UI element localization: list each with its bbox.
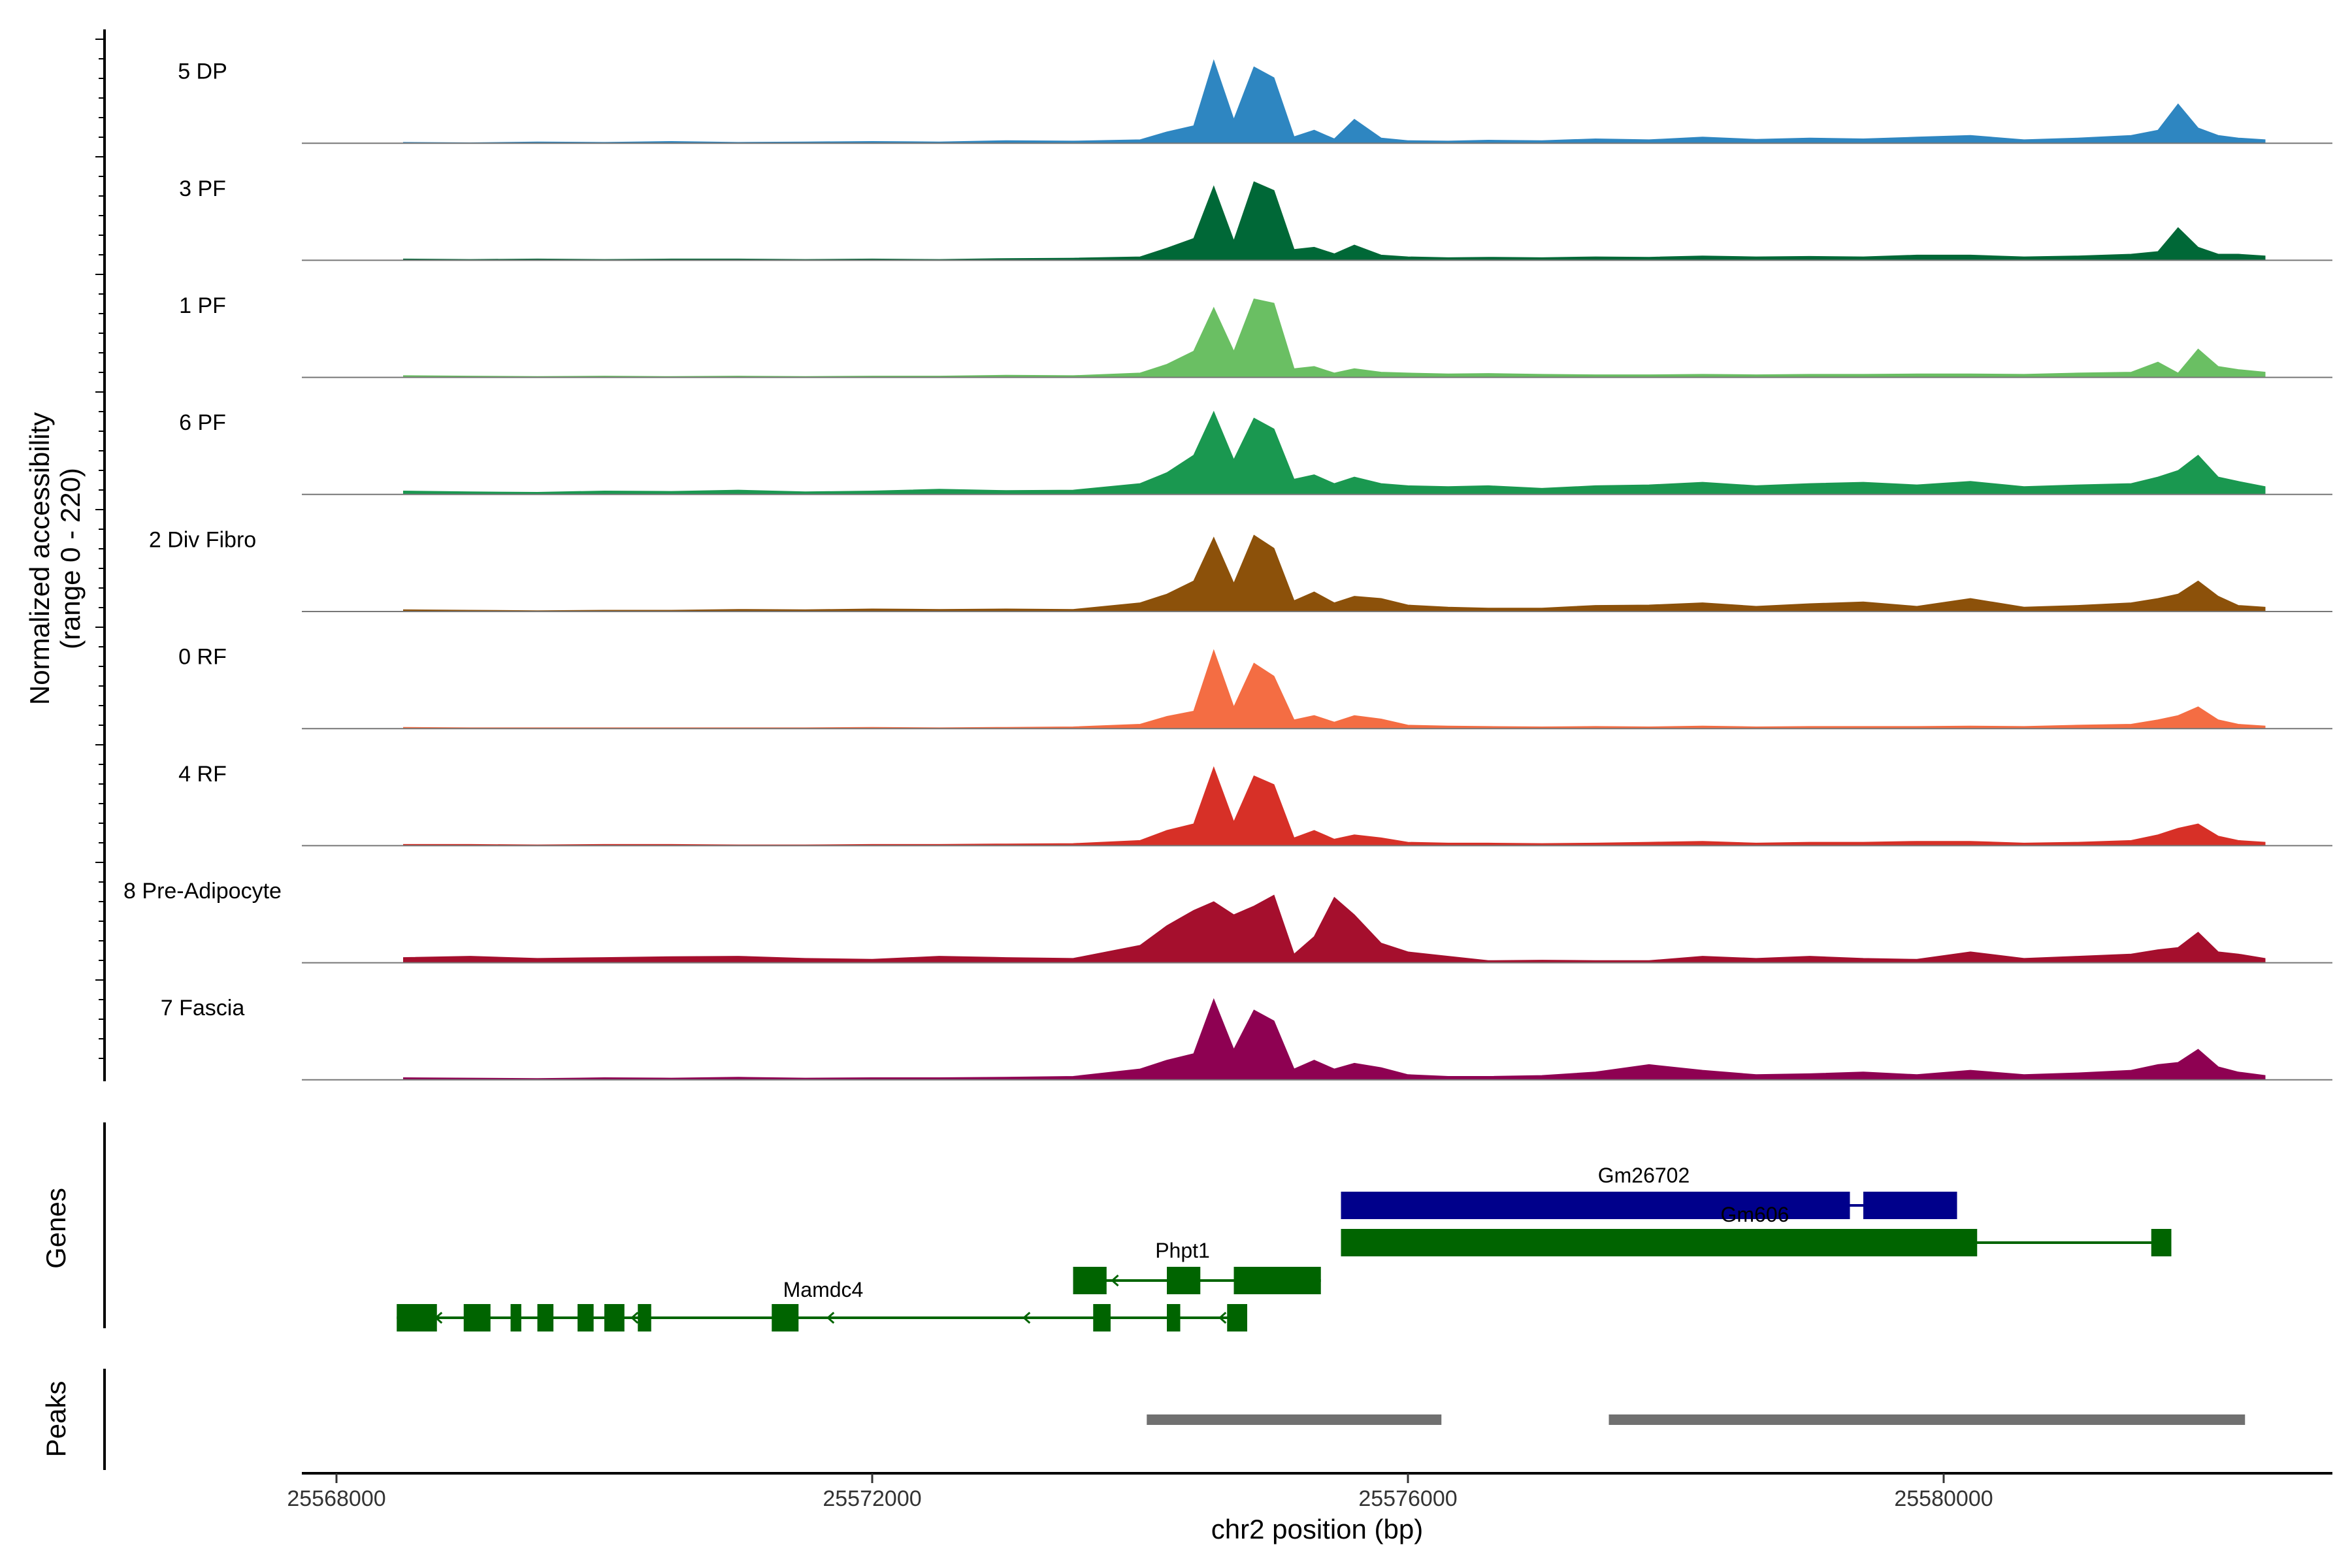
coverage-area [403,998,2266,1081]
strand-arrow [826,1311,835,1324]
gene-gm606: Gm606 [1341,1203,2172,1256]
track-6-pf: 6 PF [179,410,2332,495]
gene-exon [463,1304,491,1331]
coverage-tracks: 5 DP 3 PF 1 PF 6 PF 2 Div Fibro 0 RF 4 RF 8 Pre… [123,59,2332,1081]
coverage-area [403,181,2266,261]
gene-annotations: Gm26702 Gm606 Phpt1 Mamdc4 [397,1164,2172,1331]
x-axis-title: chr2 position (bp) [1211,1514,1424,1544]
gene-exon [2151,1229,2172,1256]
track-7-fascia: 7 Fascia [161,996,2332,1081]
x-axis-ticks: 25568000 25572000 25576000 25580000 [287,1473,1993,1511]
x-tick-label: 25572000 [823,1486,921,1511]
gene-label: Phpt1 [1155,1239,1210,1262]
gene-exon [1227,1304,1247,1331]
coverage-area [403,534,2266,612]
track-label: 0 RF [178,645,227,670]
x-tick-label: 25580000 [1894,1486,1993,1511]
gene-exon [510,1304,521,1331]
track-label: 5 DP [178,59,227,84]
coverage-y-ticks [95,39,105,1059]
track-label: 6 PF [179,410,226,435]
coverage-area [403,649,2266,729]
x-tick-label: 25576000 [1358,1486,1457,1511]
coverage-area [403,766,2266,846]
peak-regions [1147,1414,2246,1425]
track-label: 1 PF [179,293,226,318]
y-axis-title-main: Normalized accessibility [24,412,55,705]
strand-arrow [1022,1311,1031,1324]
gene-exon [397,1304,437,1331]
track-1-pf: 1 PF [179,293,2332,378]
peak-bar [1609,1414,2246,1425]
gene-exon [1863,1192,1957,1219]
gene-exon [1341,1192,1850,1219]
gene-phpt1: Phpt1 [1073,1239,1321,1294]
gene-exon [1233,1267,1321,1294]
track-4-rf: 4 RF [178,762,2332,847]
track-8-pre-adipocyte: 8 Pre-Adipocyte [123,879,2332,964]
genes-panel-label: Genes [41,1188,71,1269]
track-label: 3 PF [179,176,226,201]
strand-arrow [1218,1311,1227,1324]
gene-gm26702: Gm26702 [1341,1164,1957,1219]
gene-exon [1167,1267,1201,1294]
gene-label: Gm606 [1721,1203,1789,1226]
track-3-pf: 3 PF [179,176,2332,261]
peaks-panel-label: Peaks [41,1381,71,1458]
gene-exon [604,1304,625,1331]
track-label: 2 Div Fibro [149,527,256,552]
gene-exon [1167,1304,1181,1331]
x-tick-label: 25568000 [287,1486,385,1511]
gene-exon [1341,1229,1978,1256]
track-label: 8 Pre-Adipocyte [123,879,282,904]
gene-mamdc4: Mamdc4 [397,1278,1247,1331]
coverage-area [403,298,2266,378]
gene-exon [578,1304,594,1331]
peak-bar [1147,1414,1442,1425]
strand-arrow [1111,1274,1119,1287]
gene-exon [537,1304,554,1331]
track-label: 7 Fascia [161,996,245,1021]
gene-exon [1073,1267,1107,1294]
gene-label: Gm26702 [1598,1164,1690,1187]
track-5-dp: 5 DP [178,59,2332,144]
y-axis-title: Normalized accessibility (range 0 - 220) [24,412,86,705]
strand-arrow [630,1311,639,1324]
gene-label: Mamdc4 [783,1278,864,1301]
gene-exon [638,1304,651,1331]
y-axis-title-range: (range 0 - 220) [55,468,86,649]
track-0-rf: 0 RF [178,645,2332,730]
track-2-div-fibro: 2 Div Fibro [149,527,2332,612]
track-label: 4 RF [178,762,227,787]
coverage-area [403,894,2266,964]
gene-exon [772,1304,799,1331]
gene-exon [1093,1304,1111,1331]
coverage-area [403,410,2266,495]
coverage-area [403,59,2266,144]
